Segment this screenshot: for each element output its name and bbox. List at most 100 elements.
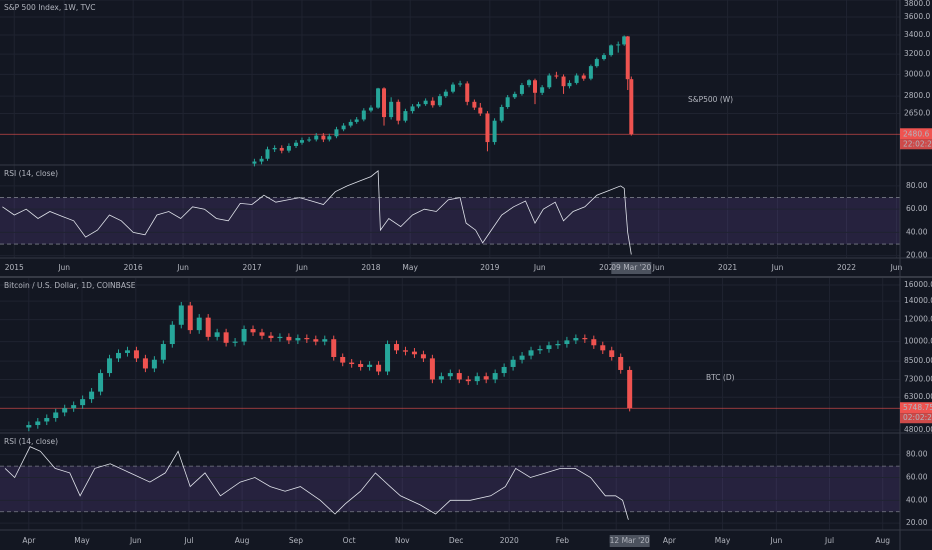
candle-body (341, 125, 346, 130)
candle-body (151, 359, 157, 369)
candle-body (361, 110, 366, 120)
x-tick-label: Sep (289, 536, 303, 545)
candle-body (223, 332, 229, 343)
candle-body (622, 36, 627, 45)
y-tick-label: 3200.0 (904, 49, 930, 58)
candle-body (533, 80, 538, 93)
annotation: S&P500 (W) (688, 95, 733, 104)
x-tick-label: Jun (890, 263, 903, 272)
candle-body (286, 145, 291, 151)
x-tick-label: Jun (771, 263, 784, 272)
rsi-tick-label: 80.00 (906, 181, 928, 190)
candle-body (594, 59, 599, 67)
candle-body (295, 338, 301, 341)
candle-body (142, 358, 148, 369)
candle-body (402, 350, 408, 352)
x-tick-label: May (74, 536, 90, 545)
x-tick-label: Jun (295, 263, 308, 272)
candle-body (382, 88, 387, 118)
candle-body (492, 120, 497, 143)
annotation: BTC (D) (706, 373, 735, 382)
candle-body (540, 87, 545, 93)
rsi-band (0, 466, 900, 512)
y-tick-label: 6300.00 (904, 392, 932, 401)
x-tick-label: May (715, 536, 731, 545)
x-tick-label: Aug (875, 536, 890, 545)
candle-body (588, 66, 593, 79)
x-tick-label: Jun (533, 263, 546, 272)
candle-body (582, 338, 588, 340)
candle-body (528, 350, 534, 356)
x-tick-label: Jul (183, 536, 193, 545)
candle-body (314, 135, 319, 140)
rsi-tick-label: 60.00 (906, 473, 928, 482)
candle-body (313, 339, 319, 342)
candle-body (478, 107, 483, 114)
x-tick-label: 2022 (837, 263, 856, 272)
candle-body (574, 75, 579, 83)
candle-body (499, 107, 504, 121)
crosshair-date-box (609, 535, 650, 547)
x-tick-label: Nov (395, 536, 410, 545)
x-tick-label: 2017 (243, 263, 262, 272)
price-badge (900, 402, 932, 414)
candle-body (519, 85, 524, 94)
crosshair-date-box (611, 262, 652, 274)
candle-body (564, 340, 570, 345)
y-tick-label: 4800.00 (904, 425, 932, 434)
x-tick-label: Jun (129, 536, 142, 545)
candle-body (232, 341, 238, 343)
x-tick-label: 2015 (5, 263, 24, 272)
candle-body (492, 373, 498, 380)
candle-body (458, 83, 463, 85)
candle-body (250, 329, 256, 333)
y-tick-label: 10000.00 (904, 337, 932, 346)
price-badge (900, 128, 932, 140)
candle-body (35, 421, 41, 426)
candle-body (53, 412, 59, 419)
candle-body (625, 36, 630, 80)
rsi-tick-label: 40.00 (906, 227, 928, 236)
candle-body (389, 101, 394, 118)
price-badge-label: 2480.6 (903, 129, 929, 138)
candle-body (107, 358, 113, 374)
candle-body (456, 373, 462, 380)
candle-body (627, 369, 633, 409)
candle-body (321, 135, 326, 140)
candle-body (485, 113, 490, 143)
y-tick-label: 2800.0 (904, 91, 930, 100)
candle-body (259, 158, 264, 162)
candle-body (581, 75, 586, 79)
candle-body (519, 355, 525, 360)
candle-body (465, 83, 470, 102)
candle-body (554, 75, 559, 77)
candle-body (44, 418, 50, 422)
x-tick-label: 2019 (480, 263, 499, 272)
candle-body (241, 329, 247, 342)
candle-body (294, 142, 299, 146)
x-tick-label: Apr (663, 536, 677, 545)
candle-body (546, 345, 552, 350)
candle-body (272, 147, 277, 150)
candle-body (437, 96, 442, 106)
candle-body (537, 349, 543, 351)
candle-body (385, 344, 391, 372)
candle-body (609, 45, 614, 56)
candle-body (71, 405, 77, 409)
rsi-tick-label: 80.00 (906, 450, 928, 459)
candle-body (411, 351, 417, 355)
candle-body (573, 338, 579, 341)
x-tick-label: Jun (57, 263, 70, 272)
candle-body (327, 136, 332, 140)
candle-body (403, 111, 408, 121)
candle-body (600, 345, 606, 351)
y-tick-label: 16000.00 (904, 280, 932, 289)
countdown-badge (900, 413, 932, 424)
chart-title: Bitcoin / U.S. Dollar, 1D, COINBASE (4, 281, 136, 290)
rsi-tick-label: 40.00 (906, 495, 928, 504)
candle-body (214, 332, 220, 337)
candle-body (279, 147, 284, 151)
x-tick-label: May (402, 263, 418, 272)
y-tick-label: 14000.00 (904, 296, 932, 305)
